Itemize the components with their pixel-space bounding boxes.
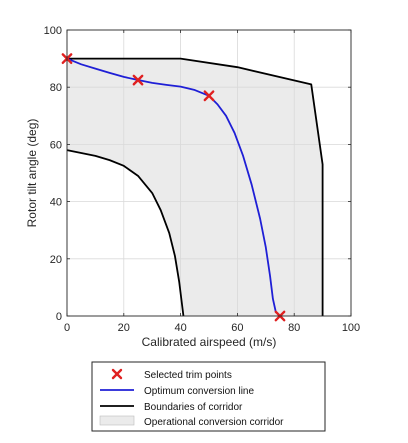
x-tick-label-5: 100 bbox=[342, 322, 360, 334]
y-tick-label-4: 80 bbox=[50, 82, 62, 94]
x-tick-label-4: 80 bbox=[288, 322, 300, 334]
legend-gray-patch-icon bbox=[99, 415, 135, 426]
y-tick-label-0: 0 bbox=[56, 311, 62, 323]
legend-label-boundaries: Boundaries of corridor bbox=[144, 402, 243, 413]
axes-frame bbox=[66, 29, 352, 317]
corridor-area bbox=[67, 58, 323, 316]
corridor-lower-boundary bbox=[66, 149, 185, 317]
legend: Selected trim points Optimum conversion … bbox=[91, 361, 326, 432]
legend-entry-corridor: Operational conversion corridor bbox=[99, 415, 284, 428]
y-tick-label-1: 20 bbox=[50, 254, 62, 266]
trim-point-1 bbox=[132, 74, 144, 86]
y-axis-title: Rotor tilt angle (deg) bbox=[25, 119, 39, 228]
trim-point-1-stroke-b bbox=[132, 74, 144, 86]
x-tick-label-3: 60 bbox=[231, 322, 243, 334]
legend-x-marker-stroke-b bbox=[111, 368, 123, 380]
legend-x-marker bbox=[111, 368, 123, 380]
x-axis-title: Calibrated airspeed (m/s) bbox=[142, 335, 277, 349]
x-tick-label-2: 40 bbox=[174, 322, 186, 334]
legend-entry-boundaries: Boundaries of corridor bbox=[100, 402, 243, 413]
axes: 0 20 40 60 80 100 0 20 40 60 80 100 bbox=[44, 25, 361, 334]
plot-area bbox=[61, 29, 352, 322]
legend-label-corridor: Operational conversion corridor bbox=[144, 417, 284, 428]
legend-entry-trim-points: Selected trim points bbox=[111, 368, 232, 381]
y-tick-label-2: 40 bbox=[50, 197, 62, 209]
corridor-upper-boundary bbox=[67, 57, 324, 316]
trim-point-2 bbox=[203, 90, 215, 102]
trim-point-2-stroke-b bbox=[203, 90, 215, 102]
legend-x-marker-icon bbox=[111, 368, 123, 380]
x-tick-label-0: 0 bbox=[64, 322, 70, 334]
x-tick-label-1: 20 bbox=[118, 322, 130, 334]
y-tick-label-5: 100 bbox=[44, 25, 62, 37]
y-tick-label-3: 60 bbox=[50, 139, 62, 151]
legend-label-trim-points: Selected trim points bbox=[144, 370, 232, 381]
legend-entry-optimum-line: Optimum conversion line bbox=[100, 386, 254, 397]
legend-label-optimum-line: Optimum conversion line bbox=[144, 386, 254, 397]
